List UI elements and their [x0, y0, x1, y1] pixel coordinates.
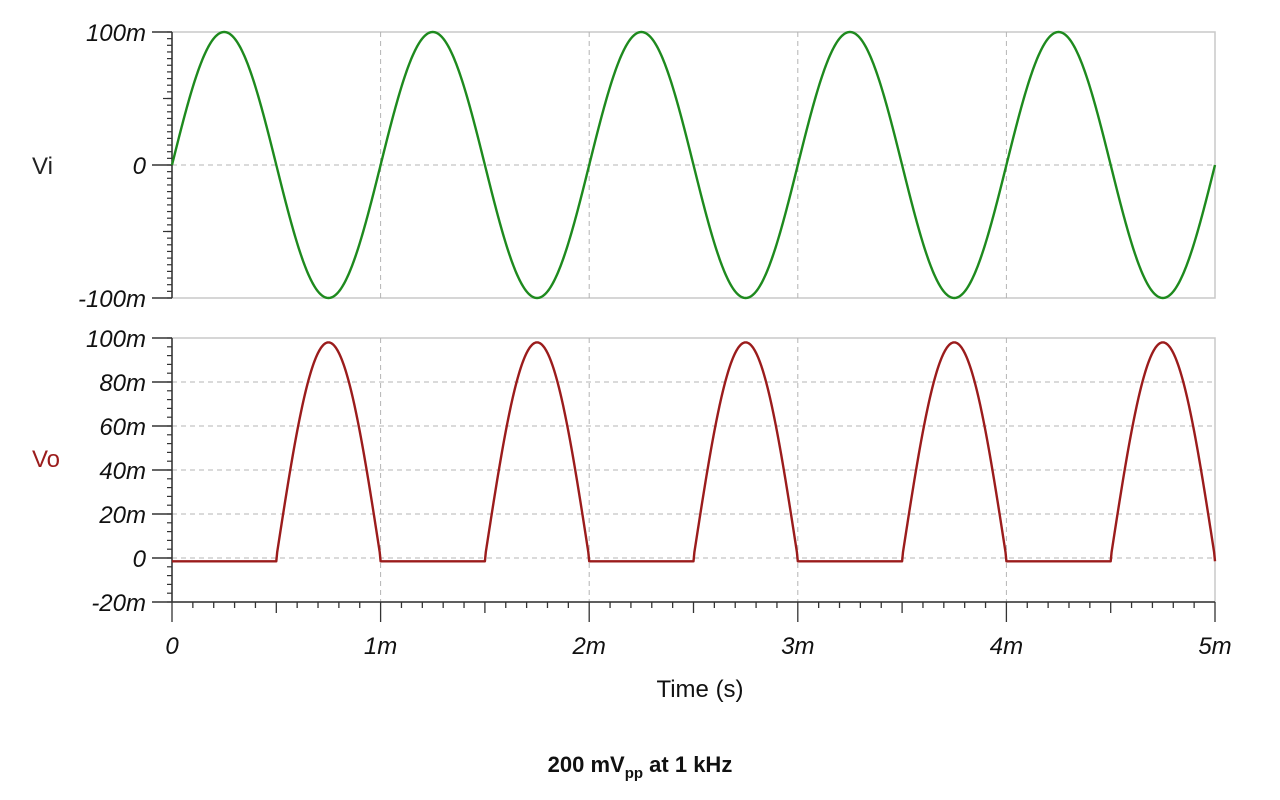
y-tick-label: 80m	[99, 370, 146, 397]
x-axis-label: Time (s)	[656, 676, 743, 703]
chart-title: 200 mVpp at 1 kHz	[0, 752, 1280, 782]
x-tick-label: 1m	[364, 633, 397, 660]
x-tick-label: 2m	[572, 633, 606, 660]
vi-trace	[170, 30, 1217, 300]
y-tick-label: -20m	[91, 590, 146, 617]
title-rest: at 1 kHz	[643, 752, 733, 777]
y-tick-label: 100m	[86, 326, 146, 353]
y-tick-label: 0	[133, 153, 147, 180]
x-axis: 0 1m 2m 3m 4m 5m	[165, 601, 1232, 660]
y-tick-label: 60m	[99, 414, 146, 441]
vo-panel: 100m 80m 60m 40m 20m 0 -20m Vo	[32, 326, 1217, 617]
x-tick-label: 3m	[781, 633, 814, 660]
y-tick-label: 20m	[98, 502, 146, 529]
x-tick-label: 0	[165, 633, 179, 660]
title-main: 200 mV	[547, 752, 625, 777]
y-tick-label: 40m	[99, 458, 146, 485]
vo-trace	[171, 341, 1217, 563]
vi-panel: 100m 0 -100m Vi	[32, 20, 1217, 313]
y-axis-label-vi: Vi	[32, 153, 53, 180]
y-tick-label: 100m	[86, 20, 146, 47]
y-axis-label-vo: Vo	[32, 446, 60, 473]
x-tick-label: 4m	[990, 633, 1023, 660]
title-subscript: pp	[624, 765, 644, 782]
x-tick-label: 5m	[1198, 633, 1231, 660]
y-tick-label: -100m	[78, 286, 146, 313]
y-tick-label: 0	[133, 546, 147, 573]
